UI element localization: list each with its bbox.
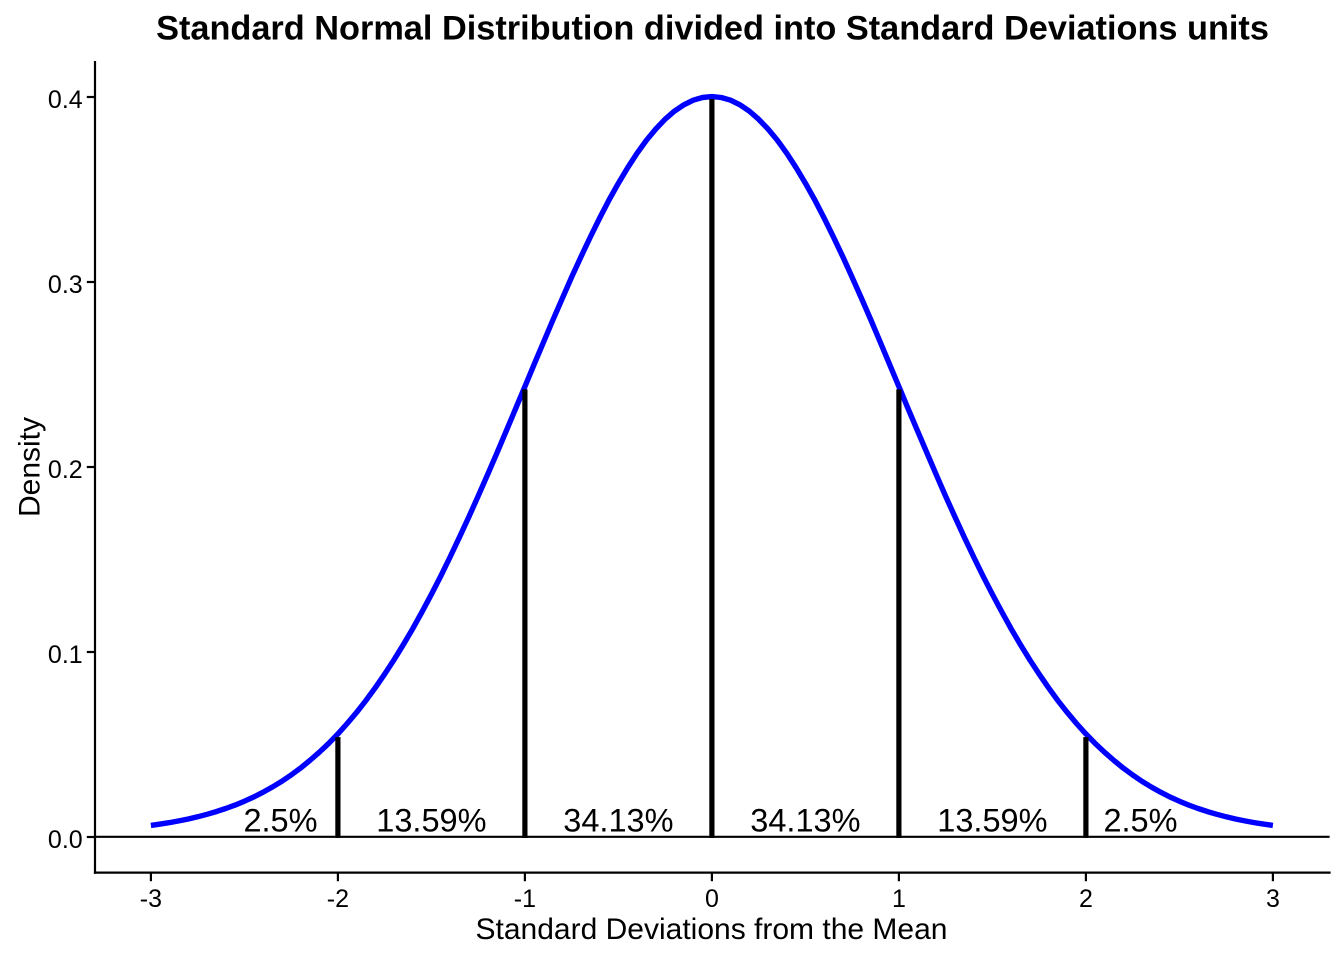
svg-text:0.4: 0.4 bbox=[48, 86, 83, 114]
svg-text:2.5%: 2.5% bbox=[243, 803, 317, 839]
svg-text:13.59%: 13.59% bbox=[376, 803, 486, 839]
svg-text:3: 3 bbox=[1266, 885, 1280, 913]
svg-text:0: 0 bbox=[705, 885, 719, 913]
svg-text:13.59%: 13.59% bbox=[937, 803, 1047, 839]
svg-text:0.2: 0.2 bbox=[48, 456, 83, 484]
svg-text:0.3: 0.3 bbox=[48, 271, 83, 299]
svg-text:2.5%: 2.5% bbox=[1103, 803, 1177, 839]
svg-text:Standard Deviations from the M: Standard Deviations from the Mean bbox=[476, 913, 948, 946]
svg-text:34.13%: 34.13% bbox=[563, 803, 673, 839]
svg-text:-3: -3 bbox=[140, 885, 162, 913]
svg-text:0.1: 0.1 bbox=[48, 641, 83, 669]
svg-text:-1: -1 bbox=[514, 885, 536, 913]
svg-text:-2: -2 bbox=[327, 885, 349, 913]
svg-text:34.13%: 34.13% bbox=[750, 803, 860, 839]
svg-text:Standard Normal Distribution d: Standard Normal Distribution divided int… bbox=[156, 10, 1269, 48]
svg-text:2: 2 bbox=[1079, 885, 1093, 913]
svg-text:1: 1 bbox=[892, 885, 906, 913]
svg-text:Density: Density bbox=[14, 417, 47, 517]
svg-text:0.0: 0.0 bbox=[48, 826, 83, 854]
